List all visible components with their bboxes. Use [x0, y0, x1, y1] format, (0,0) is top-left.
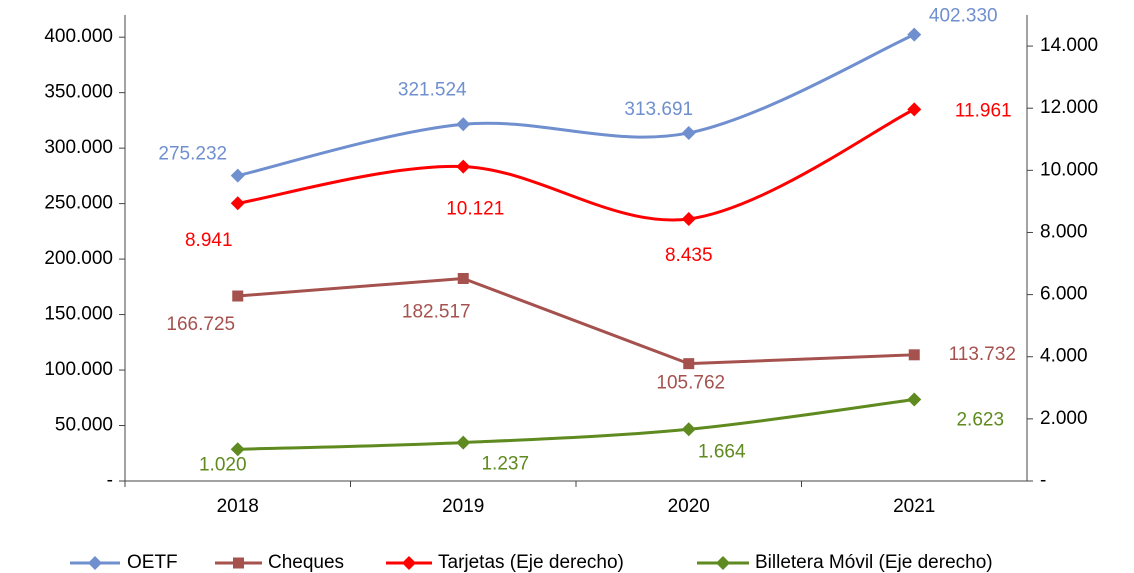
y-tick-label: 400.000 — [44, 26, 113, 47]
data-point — [230, 168, 245, 183]
data-point — [456, 435, 471, 450]
data-point — [457, 272, 469, 284]
x-tick-label: 2019 — [442, 496, 484, 517]
data-label: 402.330 — [929, 6, 998, 27]
data-point — [230, 442, 245, 457]
legend-label: Billetera Móvil (Eje derecho) — [755, 552, 993, 573]
data-point — [681, 211, 696, 226]
data-label: 10.121 — [446, 199, 504, 220]
y-tick-label: 200.000 — [44, 248, 113, 269]
y2-tick-label: 4.000 — [1040, 346, 1088, 367]
series-line — [237, 33, 915, 178]
y-tick-label: 300.000 — [44, 137, 113, 158]
y2-tick-label: 14.000 — [1040, 35, 1098, 56]
y-tick-label: 50.000 — [55, 415, 113, 436]
data-label: 105.762 — [656, 373, 725, 394]
legend-label: Cheques — [268, 552, 344, 573]
legend-marker — [88, 556, 102, 570]
legend-label: OETF — [127, 552, 178, 573]
data-label: 166.725 — [166, 314, 235, 335]
data-label: 8.941 — [185, 230, 233, 251]
data-point — [232, 290, 244, 302]
data-point — [456, 117, 471, 132]
data-label: 1.237 — [481, 454, 529, 475]
y2-tick-label: - — [1040, 470, 1046, 491]
legend-marker — [402, 556, 416, 570]
y2-tick-label: 10.000 — [1040, 159, 1098, 180]
y2-tick-label: 2.000 — [1040, 408, 1088, 429]
data-point — [456, 159, 471, 174]
legend-marker — [233, 557, 244, 569]
data-label: 275.232 — [158, 144, 227, 165]
y-tick-label: 250.000 — [44, 193, 113, 214]
legend-label: Tarjetas (Eje derecho) — [438, 552, 624, 573]
data-point — [907, 102, 922, 117]
data-point — [230, 196, 245, 211]
y-tick-label: 350.000 — [44, 82, 113, 103]
y2-tick-label: 6.000 — [1040, 284, 1088, 305]
data-point — [908, 349, 920, 361]
data-label: 1.664 — [698, 441, 746, 462]
x-tick-label: 2018 — [217, 496, 259, 517]
series-line — [237, 108, 915, 222]
series-line — [237, 398, 915, 451]
data-label: 8.435 — [665, 245, 713, 266]
x-tick-label: 2020 — [668, 496, 710, 517]
data-point — [683, 358, 695, 370]
data-label: 1.020 — [199, 454, 247, 475]
data-label: 321.524 — [398, 79, 467, 100]
y2-tick-label: 12.000 — [1040, 97, 1098, 118]
data-point — [681, 422, 696, 437]
data-label: 313.691 — [624, 99, 693, 120]
data-label: 11.961 — [955, 100, 1012, 121]
y-tick-label: 100.000 — [44, 359, 113, 380]
data-label: 182.517 — [402, 302, 471, 323]
data-point — [907, 392, 922, 407]
data-point — [681, 125, 696, 140]
y-tick-label: - — [107, 470, 113, 491]
data-label: 113.732 — [949, 344, 1016, 365]
data-point — [907, 27, 922, 42]
data-label: 2.623 — [956, 410, 1004, 431]
y-tick-label: 150.000 — [44, 304, 113, 325]
x-tick-label: 2021 — [893, 496, 935, 517]
y2-tick-label: 8.000 — [1040, 221, 1088, 242]
series-line — [237, 276, 915, 366]
legend-marker — [716, 556, 730, 570]
